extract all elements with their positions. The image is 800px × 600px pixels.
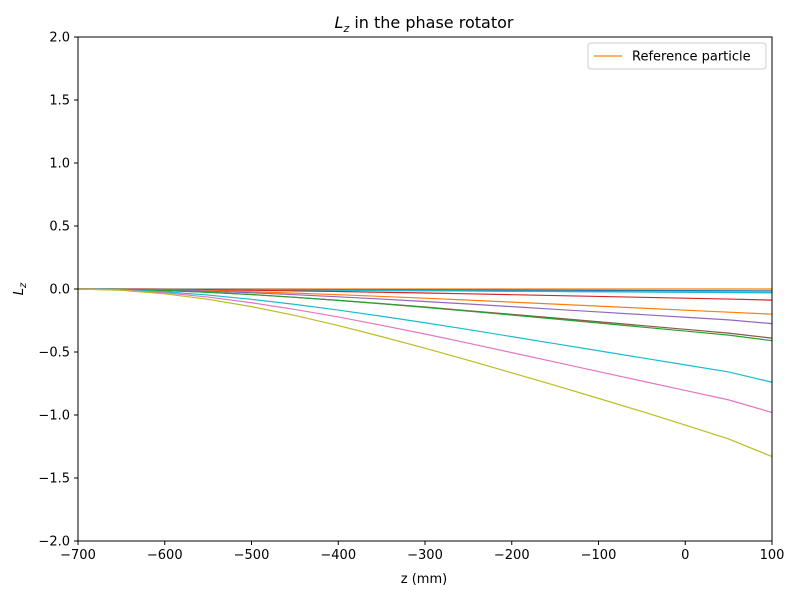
y-tick-label: 0.5 <box>49 220 70 235</box>
series-line-8 <box>77 288 773 342</box>
x-tick-label: −400 <box>320 548 356 563</box>
y-tick-label: 0.0 <box>49 283 70 298</box>
y-tick-label: −0.5 <box>38 346 70 361</box>
x-axis-label: z (mm) <box>401 572 447 587</box>
x-tick-label: −300 <box>407 548 443 563</box>
y-axis-label-symbol: L <box>12 288 27 295</box>
x-tick-label: −700 <box>60 548 96 563</box>
series-line-11 <box>77 288 773 458</box>
chart-title-text: in the phase rotator <box>349 13 514 32</box>
y-tick-label: −2.0 <box>38 535 70 550</box>
x-tick-label: −600 <box>147 548 183 563</box>
axes-group: −700 −600 −500 −400 −300 −200 −100 0 100 −2.0 −1.5… <box>38 31 784 564</box>
chart-title-subscript: z <box>342 22 349 35</box>
x-tick-label: 0 <box>681 548 689 563</box>
legend-box <box>587 42 767 70</box>
y-axis-label: Lz <box>12 282 29 295</box>
x-tick-label: −500 <box>234 548 270 563</box>
series-group <box>77 288 773 458</box>
y-tick-label: 1.5 <box>49 94 70 109</box>
y-tick-label: 2.0 <box>49 31 70 46</box>
y-axis-label-subscript: z <box>18 282 29 289</box>
legend-label: Reference particle <box>632 50 751 65</box>
y-tick-label: −1.5 <box>38 472 70 487</box>
x-tick-label: 100 <box>760 548 785 563</box>
series-line-4 <box>77 288 773 301</box>
chart-title-symbol: L <box>335 13 344 32</box>
y-tick-label: 1.0 <box>49 157 70 172</box>
series-line-10 <box>77 288 773 414</box>
series-line-9 <box>77 288 773 383</box>
x-tick-label: −100 <box>581 548 617 563</box>
x-tick-label: −200 <box>494 548 530 563</box>
series-line-6 <box>77 288 773 325</box>
legend: Reference particle <box>587 42 767 70</box>
y-tick-label: −1.0 <box>38 409 70 424</box>
chart-title: Lz in the phase rotator <box>335 13 514 35</box>
